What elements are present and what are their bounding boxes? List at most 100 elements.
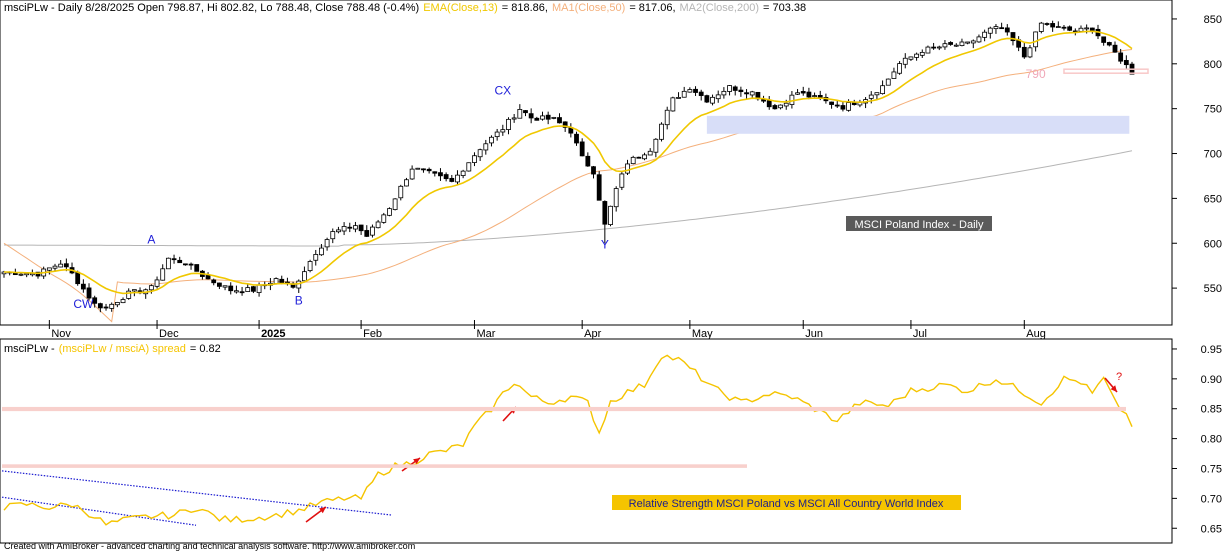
candle-body [205, 275, 211, 280]
candle-body [494, 131, 500, 138]
candle [375, 219, 381, 229]
candle [523, 110, 528, 117]
candle-body [574, 133, 579, 144]
candle-body [664, 109, 670, 126]
candle [812, 92, 817, 98]
candle [676, 92, 681, 99]
candle [302, 266, 307, 282]
candle [630, 155, 636, 165]
candle-body [534, 117, 540, 121]
candle-body [126, 290, 132, 299]
candle-body [738, 89, 744, 93]
ma1-value: = 817.06, [629, 2, 675, 14]
candle-body [1089, 27, 1095, 31]
candle-body [625, 163, 630, 174]
candle [1118, 48, 1124, 64]
candle-body [670, 97, 676, 112]
month-label: May [692, 328, 713, 340]
candle-body [319, 247, 324, 256]
candle-body [897, 63, 902, 74]
candle-body [999, 27, 1005, 30]
candle [698, 89, 704, 101]
spread-box-bg [612, 495, 961, 510]
candle-body [721, 90, 727, 96]
candle-body [1038, 22, 1044, 32]
candle-body [131, 289, 137, 292]
candle-body [307, 261, 313, 272]
candle [148, 284, 154, 294]
price-tick-label: 550 [1204, 283, 1222, 295]
wave-label: CX [494, 83, 511, 97]
candle-body [160, 268, 166, 281]
breakout-arrow [305, 506, 327, 523]
candle [398, 184, 404, 201]
candle-body [364, 230, 370, 237]
candle-body [1106, 42, 1112, 46]
candle-body [415, 167, 421, 170]
price-tick-label: 800 [1204, 59, 1222, 71]
candle [829, 101, 834, 109]
month-label: Apr [584, 328, 601, 340]
candle-body [540, 115, 545, 120]
candle-body [931, 46, 937, 49]
candle [120, 297, 126, 304]
candle-body [908, 56, 914, 60]
candle-body [489, 136, 494, 144]
wave-label: A [147, 232, 155, 246]
spread-title: msciPLw - [4, 343, 55, 355]
candle-body [545, 114, 551, 120]
candle-body [715, 94, 721, 100]
spread-tick-label: 0.65 [1201, 523, 1222, 535]
candle-body [676, 97, 681, 99]
candle [874, 92, 880, 100]
candle-body [216, 282, 222, 287]
candle [840, 101, 846, 112]
candle [443, 172, 449, 182]
trendline-upper [1, 470, 393, 516]
candle-body [880, 85, 885, 95]
spread-box-text: Relative Strength MSCI Poland vs MSCI Al… [629, 498, 944, 510]
candle-body [398, 185, 404, 199]
candle [370, 224, 375, 238]
candle [489, 135, 494, 147]
candle-body [92, 297, 98, 304]
candle [919, 49, 925, 58]
candle-body [421, 168, 426, 171]
trendlines [1, 470, 393, 526]
candle-body [795, 92, 800, 95]
candle [177, 256, 183, 264]
candle-body [381, 214, 387, 223]
candle-body [341, 226, 347, 232]
candle [511, 113, 517, 123]
candle [579, 138, 585, 157]
candle-body [279, 278, 285, 284]
candle [953, 43, 959, 47]
candle [216, 282, 222, 290]
candle-body [1101, 36, 1107, 43]
candle [324, 237, 330, 251]
candle-body [194, 264, 200, 272]
candle-body [710, 96, 715, 104]
spread-tick-label: 0.70 [1201, 493, 1222, 505]
price-box-bg [846, 216, 992, 231]
candle [438, 168, 443, 181]
candle-body [24, 273, 30, 276]
candle [1123, 55, 1129, 70]
candle [744, 89, 749, 99]
candle [336, 226, 341, 234]
candle [642, 152, 647, 161]
candle [500, 124, 506, 136]
candle [715, 90, 721, 103]
candle [239, 286, 245, 296]
candle-body [177, 259, 183, 264]
month-label: Jun [805, 328, 823, 340]
ma2-label: MA2(Close,200) [680, 2, 759, 14]
candle [1027, 45, 1033, 59]
candle-body [953, 44, 959, 47]
candle [942, 40, 948, 50]
candle-body [347, 226, 353, 229]
ma50-line [3, 49, 1133, 323]
candle [460, 169, 466, 179]
candle-body [511, 117, 517, 120]
